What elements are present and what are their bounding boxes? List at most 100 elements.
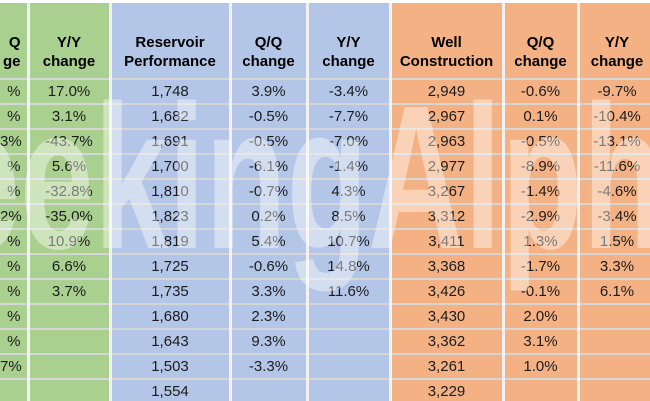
- cell[interactable]: 0.1%: [503, 104, 580, 130]
- cell[interactable]: -3.4%: [578, 204, 650, 230]
- cell[interactable]: -8.9%: [503, 154, 580, 180]
- cell[interactable]: 1.0%: [503, 354, 580, 380]
- column-header-yy-change-green[interactable]: Y/Y change: [28, 3, 112, 80]
- cell[interactable]: -0.5%: [503, 129, 580, 155]
- column-header-qq-change-blue[interactable]: Q/Q change: [230, 3, 309, 80]
- cell[interactable]: [578, 354, 650, 380]
- cell[interactable]: 3,430: [390, 304, 505, 330]
- cell[interactable]: 1,700: [110, 154, 232, 180]
- cell[interactable]: -3.3%: [230, 354, 309, 380]
- cell[interactable]: 6.1%: [578, 279, 650, 305]
- cell[interactable]: 3%: [0, 129, 30, 155]
- cell[interactable]: 1,725: [110, 254, 232, 280]
- cell[interactable]: -35.0%: [28, 204, 112, 230]
- cell[interactable]: 1,810: [110, 179, 232, 205]
- cell[interactable]: -1.4%: [307, 154, 392, 180]
- cell[interactable]: [503, 379, 580, 401]
- cell[interactable]: 3.1%: [28, 104, 112, 130]
- cell[interactable]: -0.5%: [230, 129, 309, 155]
- cell[interactable]: 17.0%: [28, 79, 112, 105]
- cell[interactable]: 3,411: [390, 229, 505, 255]
- cell[interactable]: 3,426: [390, 279, 505, 305]
- cell[interactable]: 1,819: [110, 229, 232, 255]
- cell[interactable]: 1,680: [110, 304, 232, 330]
- cell[interactable]: -43.7%: [28, 129, 112, 155]
- cell[interactable]: -32.8%: [28, 179, 112, 205]
- cell[interactable]: %: [0, 254, 30, 280]
- cell[interactable]: 3.9%: [230, 79, 309, 105]
- cell[interactable]: 2%: [0, 204, 30, 230]
- column-header-well-construction[interactable]: Well Construction: [390, 3, 505, 80]
- cell[interactable]: 5.6%: [28, 154, 112, 180]
- cell[interactable]: [578, 304, 650, 330]
- cell[interactable]: %: [0, 179, 30, 205]
- cell[interactable]: 14.8%: [307, 254, 392, 280]
- cell[interactable]: 3,368: [390, 254, 505, 280]
- cell[interactable]: 3.7%: [28, 279, 112, 305]
- cell[interactable]: 3,362: [390, 329, 505, 355]
- cell[interactable]: -0.6%: [503, 79, 580, 105]
- cell[interactable]: %: [0, 79, 30, 105]
- cell[interactable]: -4.6%: [578, 179, 650, 205]
- cell[interactable]: 1.3%: [503, 229, 580, 255]
- cell[interactable]: -10.4%: [578, 104, 650, 130]
- cell[interactable]: 1,503: [110, 354, 232, 380]
- cell[interactable]: 1,554: [110, 379, 232, 401]
- cell[interactable]: 2.0%: [503, 304, 580, 330]
- cell[interactable]: [307, 379, 392, 401]
- cell[interactable]: 3,267: [390, 179, 505, 205]
- cell[interactable]: [307, 329, 392, 355]
- cell[interactable]: -2.9%: [503, 204, 580, 230]
- cell[interactable]: -1.4%: [503, 179, 580, 205]
- cell[interactable]: 3.3%: [230, 279, 309, 305]
- cell[interactable]: -0.7%: [230, 179, 309, 205]
- cell[interactable]: 1.5%: [578, 229, 650, 255]
- cell[interactable]: 2,963: [390, 129, 505, 155]
- cell[interactable]: 7%: [0, 354, 30, 380]
- cell[interactable]: 6.6%: [28, 254, 112, 280]
- cell[interactable]: -0.1%: [503, 279, 580, 305]
- cell[interactable]: -6.1%: [230, 154, 309, 180]
- cell[interactable]: -11.6%: [578, 154, 650, 180]
- cell[interactable]: %: [0, 304, 30, 330]
- cell[interactable]: 1,643: [110, 329, 232, 355]
- cell[interactable]: -13.1%: [578, 129, 650, 155]
- cell[interactable]: 3,261: [390, 354, 505, 380]
- cell[interactable]: %: [0, 329, 30, 355]
- cell[interactable]: 2,977: [390, 154, 505, 180]
- cell[interactable]: 3,229: [390, 379, 505, 401]
- cell[interactable]: 10.9%: [28, 229, 112, 255]
- cell[interactable]: [28, 329, 112, 355]
- cell[interactable]: %: [0, 154, 30, 180]
- cell[interactable]: [578, 379, 650, 401]
- cell[interactable]: %: [0, 279, 30, 305]
- cell[interactable]: [28, 379, 112, 401]
- cell[interactable]: 3.1%: [503, 329, 580, 355]
- cell[interactable]: 1,735: [110, 279, 232, 305]
- cell[interactable]: [578, 329, 650, 355]
- cell[interactable]: 0.2%: [230, 204, 309, 230]
- cell[interactable]: %: [0, 104, 30, 130]
- column-header-yy-change-blue[interactable]: Y/Y change: [307, 3, 392, 80]
- cell[interactable]: %: [0, 229, 30, 255]
- cell[interactable]: [230, 379, 309, 401]
- cell[interactable]: 8.5%: [307, 204, 392, 230]
- cell[interactable]: 3,312: [390, 204, 505, 230]
- cell[interactable]: 11.6%: [307, 279, 392, 305]
- cell[interactable]: 1,823: [110, 204, 232, 230]
- cell[interactable]: 2.3%: [230, 304, 309, 330]
- cell[interactable]: 3.3%: [578, 254, 650, 280]
- cell[interactable]: 2,949: [390, 79, 505, 105]
- cell[interactable]: -0.5%: [230, 104, 309, 130]
- column-header-yy-change-orange[interactable]: Y/Y change: [578, 3, 650, 80]
- cell[interactable]: -0.6%: [230, 254, 309, 280]
- cell[interactable]: [0, 379, 30, 401]
- cell[interactable]: 2,967: [390, 104, 505, 130]
- cell[interactable]: 1,748: [110, 79, 232, 105]
- cell[interactable]: [28, 354, 112, 380]
- cell[interactable]: -3.4%: [307, 79, 392, 105]
- cell[interactable]: 10.7%: [307, 229, 392, 255]
- column-header-qq-change-orange[interactable]: Q/Q change: [503, 3, 580, 80]
- cell[interactable]: [307, 354, 392, 380]
